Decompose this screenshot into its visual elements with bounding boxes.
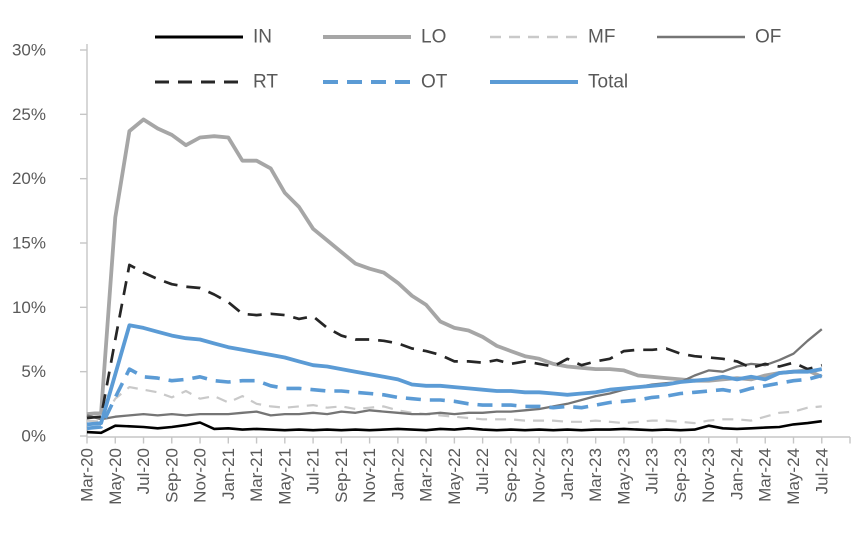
legend-label-LO: LO (421, 27, 446, 48)
x-tick-label: Jul-24 (812, 448, 831, 494)
legend-label-OT: OT (421, 72, 448, 93)
x-tick-label: Jan-22 (388, 448, 407, 500)
x-tick-label: Jan-21 (219, 448, 238, 500)
legend-item-RT: RT (155, 72, 278, 93)
x-tick-label: Nov-22 (530, 448, 549, 503)
y-tick-label: 20% (12, 169, 46, 188)
series-line-OF (86, 328, 823, 421)
x-tick-label: Jan-23 (558, 448, 577, 500)
legend-item-MF: MF (490, 27, 615, 48)
y-tick-label: 15% (12, 233, 46, 252)
y-tick-label: 5% (21, 362, 46, 381)
x-tick-label: Sep-21 (332, 448, 351, 503)
series-line-IN (86, 419, 822, 435)
x-tick-label: Sep-20 (162, 448, 181, 503)
x-tick-label: Jul-23 (643, 448, 662, 494)
x-tick-label: Jul-22 (473, 448, 492, 494)
y-tick-label: 25% (12, 105, 46, 124)
x-tick-label: May-20 (106, 448, 125, 505)
x-tick-label: Sep-23 (671, 448, 690, 503)
series-line-Total (86, 323, 823, 427)
legend-label-Total: Total (588, 72, 628, 93)
x-tick-label: Jul-21 (304, 448, 323, 494)
legend-item-OF: OF (657, 27, 781, 48)
x-tick-label: Mar-20 (78, 448, 97, 502)
series-line-OT (86, 367, 823, 431)
x-tick-label: May-21 (275, 448, 294, 505)
legend-label-MF: MF (588, 27, 615, 48)
x-tick-label: May-23 (614, 448, 633, 505)
y-tick-label: 0% (21, 427, 46, 446)
x-tick-label: Mar-23 (586, 448, 605, 502)
x-tick-label: Mar-24 (756, 448, 775, 502)
x-tick-label: Nov-23 (699, 448, 718, 503)
x-tick-label: Mar-22 (417, 448, 436, 502)
x-tick-label: Nov-20 (191, 448, 210, 503)
legend-item-OT: OT (323, 72, 448, 93)
x-tick-label: Jan-24 (727, 448, 746, 500)
x-tick-label: May-22 (445, 448, 464, 505)
series-line-RT (86, 263, 823, 420)
legend-label-RT: RT (253, 72, 278, 93)
x-tick-label: Sep-22 (501, 448, 520, 503)
y-tick-label: 30% (12, 40, 46, 59)
x-tick-label: Jul-20 (134, 448, 153, 494)
legend-item-Total: Total (490, 72, 628, 93)
series-line-MF (86, 386, 822, 425)
x-tick-label: Nov-21 (360, 448, 379, 503)
x-tick-label: Mar-21 (247, 448, 266, 502)
legend-item-LO: LO (323, 27, 446, 48)
legend-item-IN: IN (155, 27, 272, 48)
x-tick-label: May-24 (784, 448, 803, 505)
legend-label-OF: OF (755, 27, 781, 48)
legend-label-IN: IN (253, 27, 272, 48)
y-tick-label: 10% (12, 298, 46, 317)
